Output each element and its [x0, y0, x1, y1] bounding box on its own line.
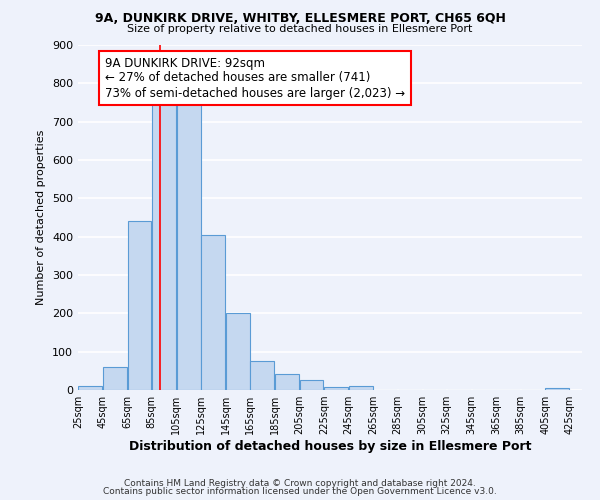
- Text: Contains public sector information licensed under the Open Government Licence v3: Contains public sector information licen…: [103, 487, 497, 496]
- Bar: [152, 102, 176, 390]
- Y-axis label: Number of detached properties: Number of detached properties: [37, 130, 46, 305]
- Bar: [177, 102, 200, 390]
- Bar: [201, 235, 225, 390]
- Bar: [324, 388, 348, 390]
- Text: 9A, DUNKIRK DRIVE, WHITBY, ELLESMERE PORT, CH65 6QH: 9A, DUNKIRK DRIVE, WHITBY, ELLESMERE POR…: [95, 12, 505, 26]
- Bar: [226, 314, 250, 390]
- Bar: [79, 386, 102, 390]
- Text: Size of property relative to detached houses in Ellesmere Port: Size of property relative to detached ho…: [127, 24, 473, 34]
- Bar: [299, 380, 323, 390]
- Bar: [349, 386, 373, 390]
- Text: 9A DUNKIRK DRIVE: 92sqm
← 27% of detached houses are smaller (741)
73% of semi-d: 9A DUNKIRK DRIVE: 92sqm ← 27% of detache…: [105, 56, 405, 100]
- X-axis label: Distribution of detached houses by size in Ellesmere Port: Distribution of detached houses by size …: [129, 440, 531, 453]
- Bar: [275, 374, 299, 390]
- Bar: [103, 367, 127, 390]
- Bar: [128, 222, 151, 390]
- Text: Contains HM Land Registry data © Crown copyright and database right 2024.: Contains HM Land Registry data © Crown c…: [124, 478, 476, 488]
- Bar: [250, 361, 274, 390]
- Bar: [545, 388, 569, 390]
